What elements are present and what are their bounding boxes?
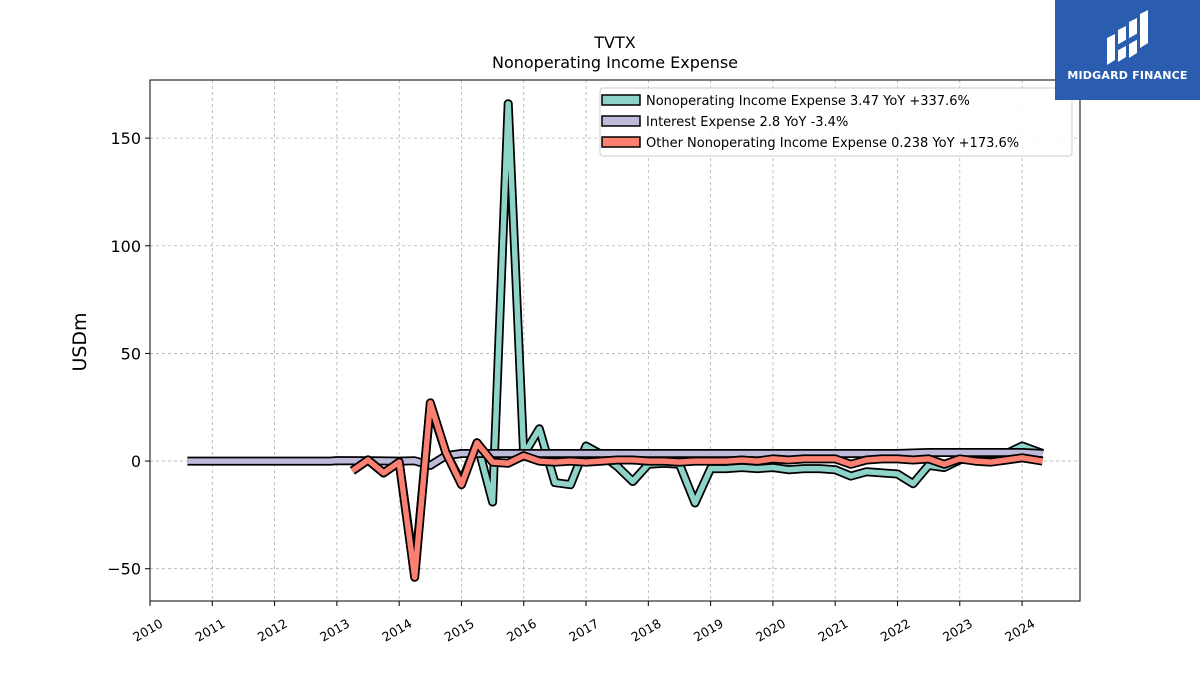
x-tick-label: 2024 [1002, 616, 1037, 645]
x-tick-label: 2020 [753, 616, 788, 645]
y-tick-label: 100 [110, 237, 141, 256]
series-line-0 [350, 100, 1044, 576]
chart-title: TVTX [594, 33, 636, 52]
brand-logo: MIDGARD FINANCE [1055, 0, 1200, 100]
legend-label: Interest Expense 2.8 YoY -3.4% [646, 115, 848, 130]
y-tick-label: 0 [131, 452, 141, 471]
legend-label: Nonoperating Income Expense 3.47 YoY +33… [646, 94, 970, 109]
y-tick-label: 150 [110, 129, 141, 148]
x-tick-label: 2021 [815, 616, 850, 645]
y-tick-label: −50 [107, 560, 141, 579]
legend-label: Other Nonoperating Income Expense 0.238 … [646, 136, 1019, 151]
legend-swatch [601, 94, 641, 106]
x-tick-label: 2023 [940, 616, 975, 645]
logo-text: MIDGARD FINANCE [1067, 69, 1188, 82]
x-tick-label: 2012 [255, 616, 290, 645]
plot-frame [149, 79, 1081, 602]
x-tick-label: 2014 [379, 616, 414, 645]
legend-swatch [601, 115, 641, 127]
x-tick-label: 2019 [691, 616, 726, 645]
logo-mark-icon [1107, 10, 1148, 65]
x-tick-label: 2016 [504, 616, 539, 645]
x-tick-label: 2013 [317, 616, 352, 645]
chart-subtitle: Nonoperating Income Expense [491, 53, 739, 72]
x-tick-label: 2015 [442, 616, 477, 645]
x-tick-label: 2010 [130, 616, 165, 645]
x-tick-label: 2017 [566, 616, 601, 645]
x-tick-label: 2022 [878, 616, 913, 645]
y-tick-label: 50 [121, 344, 141, 363]
x-tick-label: 2011 [193, 616, 228, 645]
legend-swatch [601, 136, 641, 148]
legend-box [599, 87, 1073, 157]
x-tick-label: 2018 [629, 616, 664, 645]
